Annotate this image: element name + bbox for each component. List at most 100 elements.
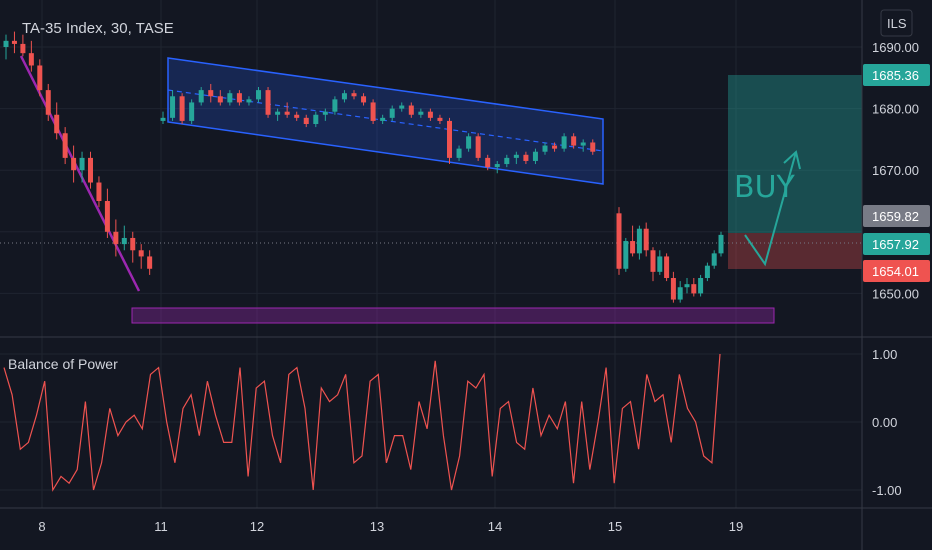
candle-body [313, 114, 319, 124]
buy-annotation: BUY [734, 150, 801, 267]
candle-body [79, 157, 85, 171]
buy-arrow[interactable] [744, 151, 797, 267]
candle-body [636, 228, 642, 254]
candle-body [256, 90, 261, 100]
candle-body [704, 265, 710, 278]
candle-body [552, 145, 558, 149]
candle-body [711, 253, 717, 266]
candle-body [523, 154, 529, 161]
stop-price-badge-text: 1654.01 [872, 264, 919, 279]
candle-body [227, 93, 233, 103]
candle-body [475, 136, 481, 158]
candle-body [664, 256, 670, 278]
currency-button[interactable] [880, 9, 913, 37]
candle-body [332, 99, 338, 112]
target-price-badge [863, 64, 930, 86]
trend-line[interactable] [19, 55, 141, 292]
candle-body [198, 90, 204, 103]
candle-body [380, 117, 386, 121]
last-price-badge [863, 233, 930, 255]
candle-body [322, 111, 328, 115]
candle-body [236, 93, 242, 103]
annotations [0, 55, 862, 324]
candle-body [208, 90, 214, 97]
bop-tick-label: -1.00 [872, 483, 902, 498]
candle-body [265, 90, 271, 115]
candle-body [303, 117, 309, 124]
candle-body [246, 99, 252, 103]
price-tick-label: 1670.00 [872, 163, 919, 178]
candle-body [408, 105, 414, 115]
currency-label: ILS [887, 16, 907, 31]
price-axis[interactable]: 1690.00 1680.00 1670.00 1650.00 [872, 40, 919, 301]
candle-body [11, 40, 17, 44]
candle-body [361, 96, 367, 103]
bop-series-line [3, 353, 721, 492]
stop-price-badge [863, 260, 930, 282]
candle-body [718, 234, 724, 254]
stop-zone[interactable] [728, 233, 862, 269]
bop-axis[interactable]: 1.00 0.00 -1.00 [872, 347, 902, 498]
target-price-badge-text: 1685.36 [872, 68, 919, 83]
candle-body [698, 278, 704, 294]
candle-body [170, 96, 176, 118]
candle-body [643, 228, 649, 251]
candle-body [630, 241, 636, 254]
candle-body [418, 111, 424, 115]
time-tick-label: 12 [250, 519, 264, 534]
candle-body [504, 157, 510, 165]
time-tick-label: 15 [608, 519, 622, 534]
candle-body [28, 53, 34, 66]
candle-body [54, 114, 60, 134]
last-price-badge-text: 1657.92 [872, 237, 919, 252]
candle-body [494, 164, 500, 168]
candle-body [691, 284, 697, 294]
candles [3, 31, 724, 303]
buy-label: BUY [734, 170, 796, 205]
candle-body [485, 157, 491, 168]
candle-body [179, 96, 185, 121]
candle-body [113, 231, 119, 245]
candle-body [37, 65, 43, 91]
candle-body [341, 93, 347, 100]
candle-body [3, 40, 9, 47]
candle-body [294, 114, 300, 118]
price-badges: 1685.36 1659.82 1657.92 1654.01 [863, 64, 930, 282]
candle-body [650, 250, 656, 272]
entry-price-badge [863, 205, 930, 227]
candle-body [160, 117, 166, 121]
candle-body [561, 136, 567, 149]
candle-body [121, 237, 127, 245]
candle-body [684, 284, 690, 288]
candle-body [275, 111, 281, 115]
time-axis[interactable]: 8 11 12 13 14 15 19 [38, 519, 743, 534]
candle-body [104, 201, 110, 232]
candle-body [447, 120, 452, 158]
candle-body [677, 287, 683, 300]
candle-body [456, 148, 462, 158]
candle-body [189, 102, 195, 121]
price-tick-label: 1690.00 [872, 40, 919, 55]
price-tick-label: 1680.00 [872, 102, 919, 117]
candle-body [138, 250, 144, 257]
bop-tick-label: 0.00 [872, 415, 897, 430]
time-tick-label: 11 [154, 519, 168, 534]
time-tick-label: 13 [370, 519, 384, 534]
candle-body [130, 237, 136, 251]
candle-body [399, 105, 405, 109]
candle-body [389, 108, 395, 118]
candle-body [532, 151, 538, 161]
candle-body [616, 213, 622, 269]
buy-arrow-head [783, 150, 801, 170]
candle-body [71, 157, 77, 171]
support-zone[interactable] [131, 307, 775, 324]
candle-body [623, 241, 629, 269]
chart-title: TA-35 Index, 30, TASE [22, 20, 174, 37]
candle-body [571, 136, 577, 146]
time-tick-label: 14 [488, 519, 502, 534]
candle-body [96, 182, 102, 201]
entry-price-badge-text: 1659.82 [872, 209, 919, 224]
time-tick-label: 8 [38, 519, 45, 534]
